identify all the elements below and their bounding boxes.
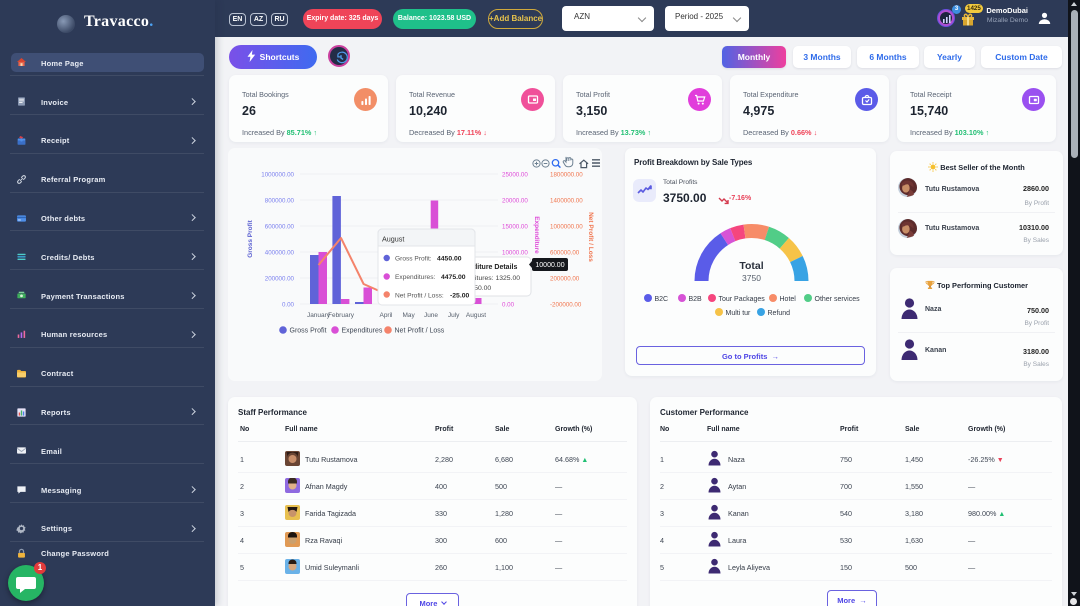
svg-text:Gross Profit: Gross Profit — [247, 219, 254, 257]
svg-text:July: July — [448, 312, 460, 319]
svg-text:Expenditures: 1325.00: Expenditures: 1325.00 — [452, 275, 520, 282]
svg-text:Refund: Refund — [768, 310, 791, 317]
svg-text:600000.00: 600000.00 — [265, 224, 295, 231]
svg-text:1800000.00: 1800000.00 — [550, 172, 583, 179]
svg-text:B2C: B2C — [655, 296, 669, 303]
svg-text:Hotel: Hotel — [780, 296, 797, 303]
svg-text:1000000.00: 1000000.00 — [261, 172, 294, 179]
svg-text:Net Profit / Loss: Net Profit / Loss — [587, 212, 594, 262]
svg-text:June: June — [424, 312, 438, 319]
svg-text:-200000.00: -200000.00 — [550, 302, 582, 309]
svg-text:0.00: 0.00 — [282, 302, 295, 309]
svg-text:April: April — [379, 312, 393, 319]
svg-text:200000.00: 200000.00 — [265, 276, 295, 283]
svg-text:Net Profit / Loss:: Net Profit / Loss: — [395, 293, 444, 300]
svg-text:Multi tur: Multi tur — [726, 310, 752, 317]
svg-text:1000000.00: 1000000.00 — [550, 224, 583, 231]
svg-text:3750: 3750 — [742, 273, 761, 283]
svg-text:15000.00: 15000.00 — [502, 224, 528, 231]
svg-text:-25.00: -25.00 — [450, 293, 469, 300]
svg-text:B2B: B2B — [689, 296, 703, 303]
svg-text:10000.00: 10000.00 — [535, 262, 564, 269]
svg-text:800000.00: 800000.00 — [265, 198, 295, 205]
svg-text:February: February — [328, 312, 355, 319]
svg-text:May: May — [402, 312, 415, 319]
svg-text:August: August — [382, 235, 404, 244]
svg-text:Expenditures:: Expenditures: — [395, 274, 435, 281]
svg-text:Expenditure: Expenditure — [533, 216, 540, 254]
svg-text:Expenditures: Expenditures — [342, 328, 383, 335]
svg-text:Gross Profit:: Gross Profit: — [395, 256, 432, 263]
svg-text:400000.00: 400000.00 — [265, 250, 295, 257]
svg-text:0.00: 0.00 — [502, 302, 515, 309]
svg-text:Total: Total — [739, 260, 763, 272]
svg-text:200000.00: 200000.00 — [550, 276, 580, 283]
svg-text:25000.00: 25000.00 — [502, 172, 528, 179]
svg-text:Tour Packages: Tour Packages — [719, 296, 766, 303]
svg-text:20000.00: 20000.00 — [502, 198, 528, 205]
svg-text:10000.00: 10000.00 — [502, 250, 528, 257]
svg-text:4450.00: 4450.00 — [437, 256, 462, 263]
svg-text:Other services: Other services — [815, 296, 861, 303]
svg-text:Gross Profit: Gross Profit — [290, 328, 327, 335]
svg-text:4475.00: 4475.00 — [441, 274, 466, 281]
svg-text:August: August — [466, 312, 486, 319]
svg-text:600000.00: 600000.00 — [550, 250, 580, 257]
svg-text:1400000.00: 1400000.00 — [550, 198, 583, 205]
svg-text:January: January — [307, 312, 331, 319]
svg-text:Expenditure Details: Expenditure Details — [452, 264, 517, 271]
svg-text:Net Profit / Loss: Net Profit / Loss — [395, 328, 445, 335]
